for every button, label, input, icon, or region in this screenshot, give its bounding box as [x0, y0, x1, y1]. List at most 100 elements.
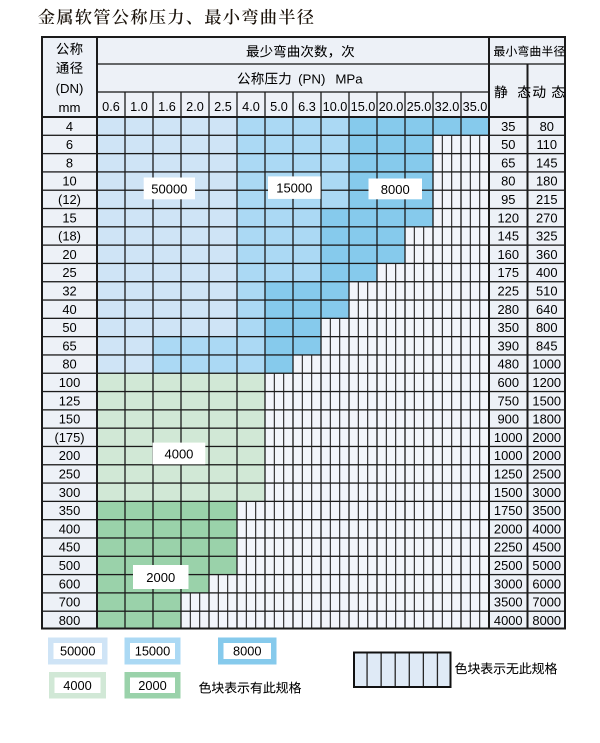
svg-text:145: 145 — [536, 155, 558, 170]
svg-text:50000: 50000 — [60, 644, 96, 659]
svg-text:280: 280 — [497, 302, 519, 317]
svg-text:600: 600 — [59, 576, 81, 591]
svg-text:10.0: 10.0 — [323, 100, 348, 114]
svg-text:2000: 2000 — [532, 430, 561, 445]
svg-text:95: 95 — [501, 192, 515, 207]
svg-text:80: 80 — [501, 174, 515, 189]
svg-text:0.6: 0.6 — [102, 100, 120, 114]
svg-text:4000: 4000 — [532, 521, 561, 536]
svg-text:(18): (18) — [58, 229, 81, 244]
svg-text:4500: 4500 — [532, 540, 561, 555]
svg-text:1.6: 1.6 — [158, 100, 176, 114]
svg-text:3500: 3500 — [532, 503, 561, 518]
svg-text:2.5: 2.5 — [214, 100, 232, 114]
svg-text:800: 800 — [536, 320, 558, 335]
svg-text:7000: 7000 — [532, 595, 561, 610]
svg-text:270: 270 — [536, 210, 558, 225]
svg-text:40: 40 — [62, 302, 76, 317]
svg-text:mm: mm — [59, 100, 81, 115]
svg-text:3000: 3000 — [532, 485, 561, 500]
svg-text:750: 750 — [497, 393, 519, 408]
svg-text:5.0: 5.0 — [270, 100, 288, 114]
svg-text:32.0: 32.0 — [435, 100, 460, 114]
svg-text:4.0: 4.0 — [242, 100, 260, 114]
svg-text:510: 510 — [536, 283, 558, 298]
svg-text:6.3: 6.3 — [298, 100, 316, 114]
svg-text:250: 250 — [59, 467, 81, 482]
svg-text:20: 20 — [62, 247, 76, 262]
svg-text:1000: 1000 — [532, 357, 561, 372]
svg-text:390: 390 — [497, 338, 519, 353]
svg-text:700: 700 — [59, 595, 81, 610]
svg-text:4: 4 — [66, 119, 73, 134]
svg-text:(12): (12) — [58, 192, 81, 207]
svg-text:6: 6 — [66, 137, 73, 152]
svg-text:50000: 50000 — [151, 181, 187, 196]
svg-text:2500: 2500 — [532, 467, 561, 482]
svg-text:32: 32 — [62, 283, 76, 298]
svg-text:1.0: 1.0 — [130, 100, 148, 114]
svg-text:845: 845 — [536, 338, 558, 353]
svg-text:(PN): (PN) — [298, 72, 325, 87]
svg-text:800: 800 — [59, 613, 81, 628]
svg-text:15000: 15000 — [276, 181, 312, 196]
svg-text:300: 300 — [59, 485, 81, 500]
svg-text:65: 65 — [501, 155, 515, 170]
svg-text:200: 200 — [59, 448, 81, 463]
svg-text:15000: 15000 — [135, 644, 171, 659]
svg-text:25: 25 — [62, 265, 76, 280]
svg-text:400: 400 — [536, 265, 558, 280]
svg-text:50: 50 — [62, 320, 76, 335]
svg-text:100: 100 — [59, 375, 81, 390]
svg-text:450: 450 — [59, 540, 81, 555]
svg-text:65: 65 — [62, 338, 76, 353]
svg-text:110: 110 — [536, 137, 557, 152]
svg-text:2250: 2250 — [494, 540, 523, 555]
svg-text:3000: 3000 — [494, 576, 523, 591]
svg-text:1500: 1500 — [494, 485, 523, 500]
svg-text:2000: 2000 — [146, 570, 175, 585]
svg-text:3500: 3500 — [494, 595, 523, 610]
svg-text:5000: 5000 — [532, 558, 561, 573]
svg-text:2.0: 2.0 — [186, 100, 204, 114]
svg-text:1750: 1750 — [494, 503, 523, 518]
svg-text:150: 150 — [59, 412, 81, 427]
svg-text:640: 640 — [536, 302, 558, 317]
svg-text:360: 360 — [536, 247, 558, 262]
svg-text:50: 50 — [501, 137, 515, 152]
svg-text:2500: 2500 — [494, 558, 523, 573]
svg-text:125: 125 — [59, 393, 81, 408]
svg-text:2000: 2000 — [532, 448, 561, 463]
svg-text:1500: 1500 — [532, 393, 561, 408]
svg-text:(DN): (DN) — [56, 81, 84, 96]
svg-text:10: 10 — [62, 174, 76, 189]
svg-text:175: 175 — [497, 265, 519, 280]
svg-text:8000: 8000 — [233, 644, 261, 659]
svg-text:6000: 6000 — [532, 576, 561, 591]
svg-text:350: 350 — [497, 320, 519, 335]
svg-text:15: 15 — [62, 210, 76, 225]
svg-text:480: 480 — [497, 357, 519, 372]
svg-text:8000: 8000 — [532, 613, 561, 628]
svg-text:180: 180 — [536, 174, 558, 189]
svg-text:4000: 4000 — [164, 446, 193, 461]
svg-text:4000: 4000 — [63, 678, 91, 693]
svg-text:80: 80 — [540, 119, 554, 134]
svg-text:1000: 1000 — [494, 430, 523, 445]
svg-text:15.0: 15.0 — [351, 100, 376, 114]
svg-text:20.0: 20.0 — [379, 100, 404, 114]
svg-text:600: 600 — [497, 375, 519, 390]
svg-text:120: 120 — [497, 210, 519, 225]
svg-text:2000: 2000 — [138, 678, 166, 693]
svg-text:8: 8 — [66, 155, 73, 170]
svg-text:350: 350 — [59, 503, 81, 518]
svg-text:900: 900 — [497, 412, 519, 427]
svg-text:80: 80 — [62, 357, 76, 372]
svg-text:1250: 1250 — [494, 467, 523, 482]
svg-text:215: 215 — [536, 192, 558, 207]
svg-text:1200: 1200 — [532, 375, 561, 390]
svg-text:(175): (175) — [54, 430, 84, 445]
svg-text:145: 145 — [497, 229, 519, 244]
svg-text:25.0: 25.0 — [407, 100, 432, 114]
svg-text:1000: 1000 — [494, 448, 523, 463]
